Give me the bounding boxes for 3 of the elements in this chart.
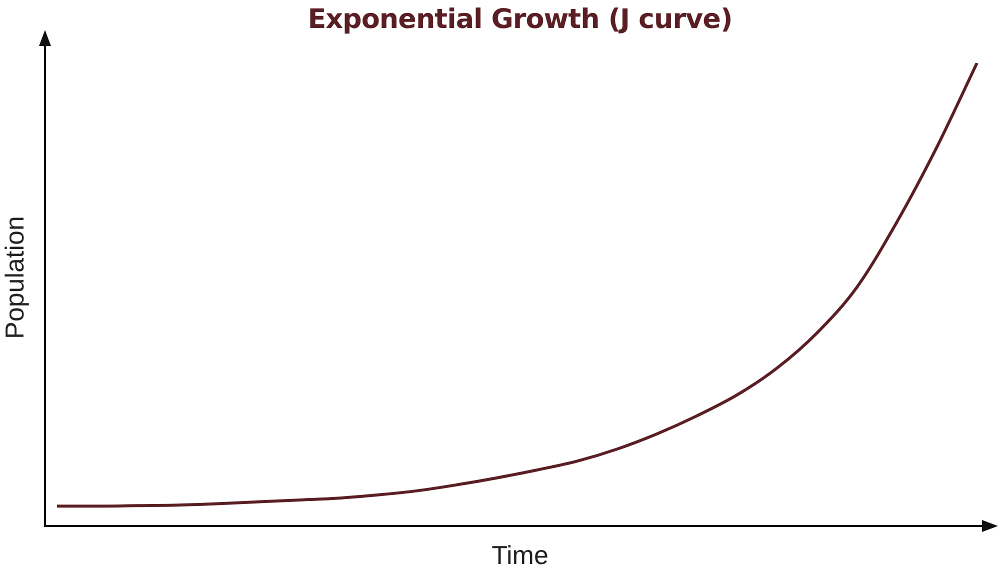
x-axis-title: Time bbox=[490, 540, 550, 571]
chart-title: Exponential Growth (J curve) bbox=[306, 4, 734, 35]
y-axis-title: Population bbox=[0, 215, 30, 341]
